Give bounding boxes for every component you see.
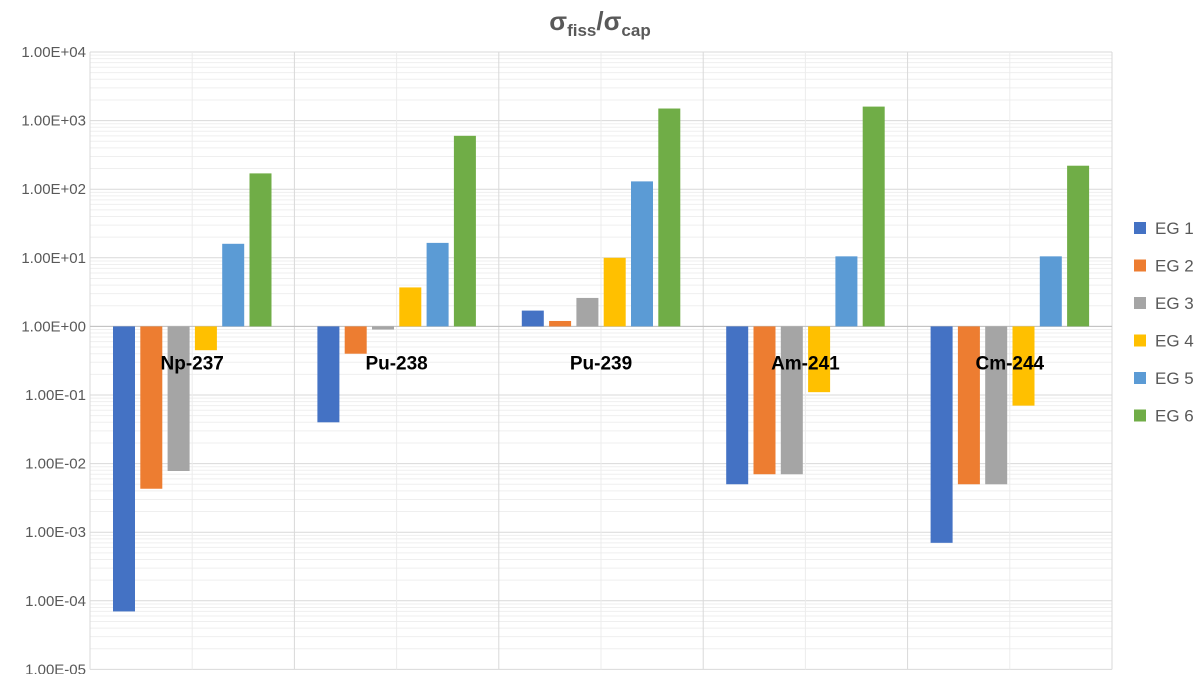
bar-am-241-eg-6 <box>862 106 885 327</box>
title-subscript-fiss: fiss <box>567 21 596 40</box>
y-tick-label: 1.00E+03 <box>21 113 86 130</box>
legend-label: EG 3 <box>1155 294 1194 313</box>
bar-pu-239-eg-3 <box>576 297 599 327</box>
y-tick-label: 1.00E-05 <box>25 661 86 674</box>
bars <box>113 106 1090 612</box>
category-label: Am-241 <box>771 353 840 374</box>
bar-am-241-eg-3 <box>780 326 803 475</box>
bar-pu-238-eg-6 <box>453 135 476 327</box>
legend-swatch <box>1134 409 1146 422</box>
bar-pu-239-eg-2 <box>549 320 572 327</box>
bar-cm-244-eg-1 <box>930 326 953 543</box>
bar-cm-244-eg-5 <box>1039 256 1062 327</box>
title-sigma-2: σ <box>604 6 622 36</box>
legend-swatch <box>1134 297 1146 309</box>
category-label: Pu-238 <box>365 353 427 374</box>
bar-pu-239-eg-5 <box>631 181 653 327</box>
title-sigma: σ <box>549 6 567 36</box>
y-tick-label: 1.00E-02 <box>25 456 86 473</box>
category-dividers <box>89 52 1113 670</box>
bar-am-241-eg-2 <box>753 326 776 475</box>
y-tick-label: 1.00E+04 <box>21 44 86 61</box>
bar-cm-244-eg-2 <box>957 326 980 485</box>
category-label: Cm-244 <box>975 353 1044 374</box>
legend-label: EG 6 <box>1155 407 1194 426</box>
bar-pu-238-eg-3 <box>372 326 394 330</box>
category-label: Pu-239 <box>570 353 632 374</box>
legend-swatch <box>1134 334 1146 347</box>
bar-np-237-eg-5 <box>222 243 245 327</box>
legend: EG 1 EG 2 EG 3 EG 4 EG 5 EG 6 <box>1134 219 1194 426</box>
legend-label: EG 4 <box>1155 332 1194 351</box>
y-axis-tick-labels: 1.00E-05 1.00E-04 1.00E-03 1.00E-02 1.00E-01… <box>21 44 86 674</box>
title-subscript-cap: cap <box>621 21 650 40</box>
bar-np-237-eg-3 <box>167 326 190 472</box>
bar-np-237-eg-4 <box>194 326 217 351</box>
bar-pu-238-eg-4 <box>399 287 422 327</box>
category-label: Np-237 <box>161 353 224 374</box>
legend-label: EG 5 <box>1155 369 1194 388</box>
legend-swatch <box>1134 222 1146 234</box>
bar-pu-239-eg-4 <box>603 257 626 327</box>
bar-cm-244-eg-3 <box>985 326 1008 485</box>
title-slash: / <box>596 6 603 36</box>
bar-cm-244-eg-4 <box>1012 326 1035 406</box>
category-labels: Np-237 Pu-238 Pu-239 Am-241 Cm-244 <box>161 353 1045 374</box>
bar-pu-239-eg-1 <box>521 310 544 327</box>
bar-pu-238-eg-1 <box>317 326 340 423</box>
y-tick-label: 1.00E-01 <box>25 387 86 404</box>
bar-am-241-eg-4 <box>808 326 831 393</box>
bar-am-241-eg-5 <box>835 256 858 327</box>
bar-np-237-eg-6 <box>249 173 272 327</box>
y-tick-label: 1.00E+01 <box>21 250 86 267</box>
chart-title: σfiss/σcap <box>549 6 650 40</box>
y-tick-label: 1.00E+02 <box>21 181 86 198</box>
bar-pu-238-eg-2 <box>344 326 367 354</box>
bar-cm-244-eg-6 <box>1067 165 1090 327</box>
bar-np-237-eg-2 <box>140 326 163 489</box>
bar-pu-238-eg-5 <box>426 242 449 327</box>
legend-label: EG 1 <box>1155 219 1194 238</box>
bar-am-241-eg-1 <box>726 326 749 485</box>
y-tick-label: 1.00E+00 <box>21 318 86 335</box>
y-tick-label: 1.00E-04 <box>25 593 86 610</box>
y-tick-label: 1.00E-03 <box>25 524 86 541</box>
legend-swatch <box>1134 372 1146 384</box>
bar-pu-239-eg-6 <box>658 108 681 327</box>
bar-np-237-eg-1 <box>113 326 135 612</box>
legend-swatch <box>1134 259 1146 272</box>
legend-label: EG 2 <box>1155 257 1194 276</box>
